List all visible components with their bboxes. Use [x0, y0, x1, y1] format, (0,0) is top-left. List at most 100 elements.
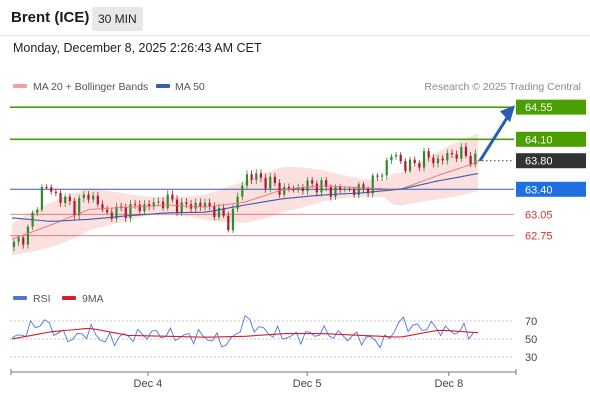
ma50-legend-label: MA 50	[175, 81, 205, 93]
candle-body	[450, 153, 454, 155]
candle-body	[87, 194, 90, 200]
candle-body	[213, 206, 216, 218]
candle-body	[255, 173, 258, 180]
x-tick-label: Dec 5	[293, 378, 322, 390]
candle-body	[460, 146, 463, 159]
level-badge-63-80	[516, 153, 586, 169]
candle-body	[427, 151, 430, 158]
candle-body	[217, 207, 221, 218]
candle-body	[26, 226, 30, 245]
ma20-legend-swatch	[13, 84, 27, 88]
rsi-ma-line	[11, 327, 479, 340]
candle-body	[325, 180, 328, 188]
candle-body	[36, 209, 39, 213]
candle-body	[231, 208, 235, 231]
candle-body	[464, 146, 468, 156]
candle-body	[68, 196, 71, 202]
candle-body	[436, 158, 440, 164]
candle-body	[362, 184, 365, 189]
candle-body	[50, 187, 53, 192]
candle-body	[92, 195, 95, 200]
candle-body	[413, 159, 416, 164]
candle-body	[334, 186, 337, 197]
candle-body	[264, 177, 267, 189]
candle-body	[287, 186, 290, 190]
candle-body	[404, 161, 407, 171]
bollinger-bands	[12, 133, 478, 255]
candle-body	[22, 237, 25, 245]
rsi-ma-legend-swatch	[62, 296, 76, 300]
candle-body	[273, 176, 277, 184]
candle-body	[40, 187, 44, 210]
candle-body	[73, 201, 76, 216]
candle-body	[245, 174, 249, 186]
candle-body	[329, 187, 332, 197]
candle-body	[343, 188, 346, 191]
candle-body	[115, 206, 118, 219]
candle-body	[157, 201, 160, 203]
rsi-legend-swatch	[13, 296, 27, 300]
candle-body	[394, 154, 398, 157]
candle-body	[129, 204, 132, 218]
candle-body	[283, 186, 286, 195]
bollinger-band-fill	[12, 133, 478, 255]
chart-datetime: Monday, December 8, 2025 2:26:43 AM CET	[13, 41, 262, 55]
candle-body	[469, 155, 472, 165]
candle-body	[227, 215, 230, 231]
candle-body	[418, 163, 421, 168]
rsi-tick-70: 70	[525, 316, 537, 328]
x-tick-label: Dec 4	[134, 378, 163, 390]
candle-body	[474, 153, 477, 165]
candle-body	[241, 185, 244, 197]
level-label-64-10: 64.10	[525, 134, 553, 146]
copyright-text: Research © 2025 Trading Central	[424, 81, 581, 93]
interval-selector[interactable]: 30 MIN	[92, 7, 143, 31]
candle-body	[12, 241, 16, 248]
candle-body	[278, 183, 281, 195]
candle-body	[17, 237, 20, 242]
candle-body	[78, 198, 81, 216]
candle-body	[124, 207, 127, 218]
level-label-63-80: 63.80	[525, 156, 553, 168]
candle-body	[54, 191, 57, 194]
candle-body	[301, 187, 304, 192]
candle-body	[380, 175, 384, 177]
x-tick-label: Dec 8	[435, 378, 464, 390]
candle-body	[385, 160, 388, 176]
candle-body	[236, 196, 239, 209]
candle-body	[348, 188, 351, 190]
candle-body	[269, 176, 272, 189]
candle-body	[259, 173, 263, 178]
rsi-ma-legend-label: 9MA	[82, 293, 104, 305]
ma50-legend-swatch	[156, 84, 170, 88]
chart-header: Brent (ICE) 30 MIN	[0, 0, 590, 36]
candle-body	[297, 187, 300, 190]
candle-body	[171, 194, 174, 200]
candle-body	[180, 202, 183, 213]
target-arrow	[478, 105, 515, 162]
level-label-64-55: 64.55	[525, 102, 553, 114]
candle-body	[199, 202, 202, 207]
arrow-shaft	[478, 115, 510, 162]
candle-body	[376, 175, 379, 177]
candle-body	[138, 204, 141, 212]
candle-body	[59, 193, 62, 203]
candle-body	[203, 202, 207, 207]
candle-body	[64, 196, 67, 203]
moving-averages	[11, 161, 479, 240]
candle-body	[143, 204, 146, 212]
time-axis: Dec 4 Dec 5 Dec 8	[10, 369, 517, 390]
level-badge-64-10	[516, 131, 586, 147]
level-label-63-40: 63.40	[525, 184, 553, 196]
level-label-63-05: 63.05	[525, 209, 553, 221]
rsi-tick-30: 30	[525, 352, 537, 364]
level-badge-64-55	[516, 99, 586, 115]
candle-body	[455, 154, 458, 159]
candle-body	[208, 202, 211, 207]
level-badge-63-40	[516, 181, 586, 197]
candle-body	[339, 186, 342, 191]
candle-body	[96, 195, 99, 205]
candle-body	[134, 204, 137, 206]
candle-body	[399, 154, 402, 162]
level-label-62-75: 62.75	[525, 231, 553, 243]
